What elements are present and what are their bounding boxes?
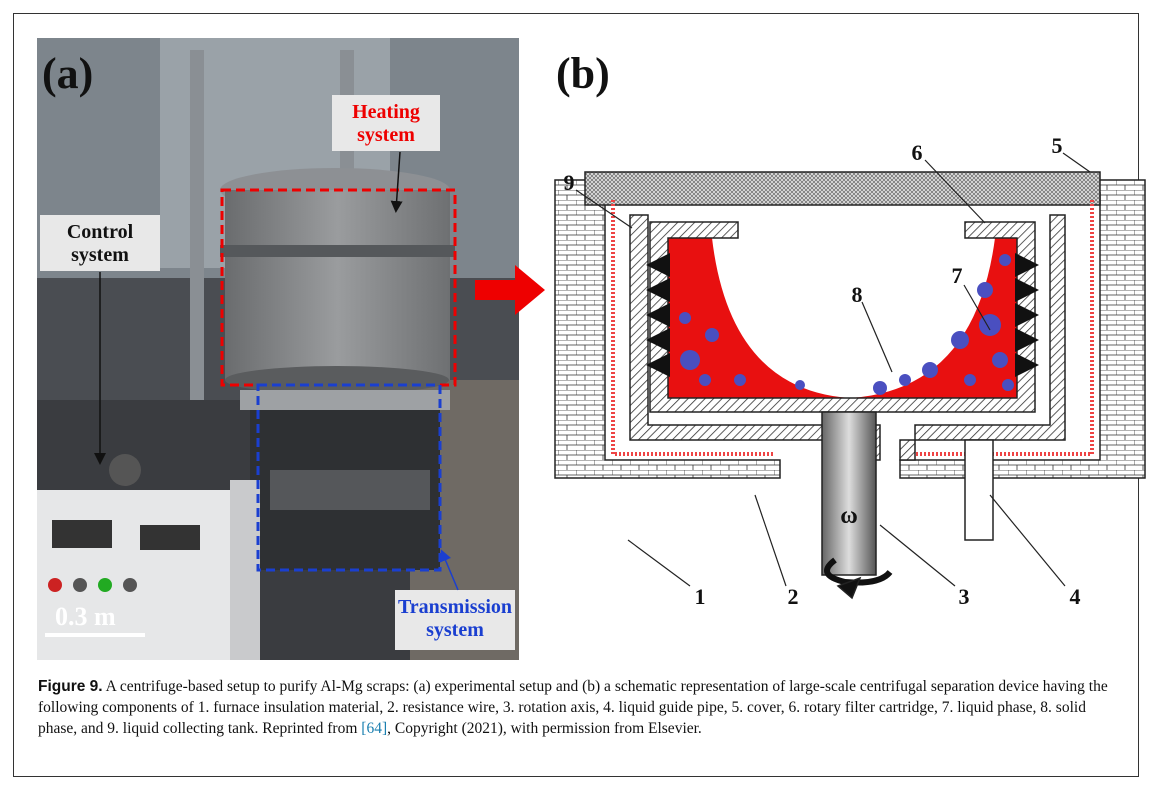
- part-label: 5: [1052, 133, 1063, 158]
- part-label: 4: [1070, 584, 1081, 609]
- omega-label: ω: [840, 503, 858, 529]
- caption: Figure 9. A centrifuge-based setup to pu…: [38, 676, 1123, 739]
- part-label: 2: [788, 584, 799, 609]
- part-label: 8: [852, 282, 863, 307]
- scale-label: 0.3 m: [55, 602, 116, 631]
- part-label: 3: [959, 584, 970, 609]
- page: (a) Heatingsystem Controlsystem Transmis…: [0, 0, 1153, 801]
- panel-label: (b): [556, 49, 610, 98]
- caption-text: , Copyright (2021), with permission from…: [387, 720, 702, 737]
- photo: [37, 38, 519, 660]
- part-label: 9: [564, 170, 575, 195]
- caption-label: Figure 9.: [38, 678, 103, 695]
- part-label: 7: [952, 263, 963, 288]
- reference-link[interactable]: [64]: [361, 720, 387, 737]
- part-label: 1: [695, 584, 706, 609]
- schematic: [555, 153, 1145, 598]
- part-label: 6: [912, 140, 923, 165]
- panel-label: (a): [42, 49, 93, 98]
